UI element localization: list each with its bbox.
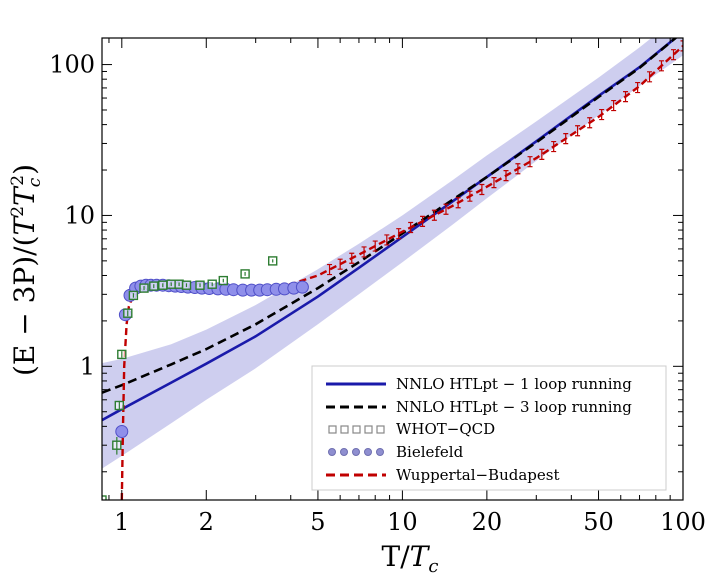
wb-error-bar bbox=[503, 170, 509, 182]
wb-error-bar bbox=[349, 252, 355, 264]
wb-error-bar bbox=[396, 228, 402, 240]
x-tick-label: 100 bbox=[660, 508, 706, 536]
legend-swatch-bielefeld bbox=[352, 448, 360, 456]
wb-error-bar bbox=[563, 132, 569, 145]
x-tick-label: 2 bbox=[199, 508, 214, 536]
legend-swatch-whot-qcd bbox=[328, 425, 337, 434]
y-axis-title: (E − 3P)/(T2Tc2) bbox=[8, 164, 45, 376]
marker-layer bbox=[102, 40, 683, 500]
legend-label: WHOT−QCD bbox=[396, 420, 495, 438]
wb-error-bar bbox=[372, 240, 378, 252]
legend-swatch-whot-qcd bbox=[352, 425, 361, 434]
legend-swatch-bielefeld bbox=[376, 448, 384, 456]
legend-swatch-bielefeld bbox=[340, 448, 348, 456]
wb-error-bar bbox=[658, 60, 664, 72]
series-htlpt-3loop bbox=[102, 38, 678, 394]
wb-error-bar bbox=[635, 81, 641, 94]
wb-error-bar bbox=[587, 117, 593, 129]
tick-layer: 1 2 5 10 20 50 100 1 10 100 bbox=[49, 38, 706, 536]
wb-error-bar bbox=[647, 71, 653, 83]
x-axis-title: T/Tc bbox=[382, 540, 439, 577]
wb-error-bar bbox=[599, 108, 605, 121]
bielefeld-point bbox=[295, 280, 309, 294]
wb-error-bar bbox=[575, 125, 581, 137]
wb-error-bar bbox=[384, 234, 390, 246]
wb-error-bar bbox=[479, 183, 485, 196]
y-tick-label: 10 bbox=[64, 201, 95, 229]
legend-swatch-bielefeld bbox=[364, 448, 372, 456]
wb-error-bar bbox=[539, 148, 545, 160]
whot-qcd-point bbox=[102, 495, 107, 500]
wb-error-bar bbox=[467, 190, 473, 202]
wb-error-bar bbox=[623, 91, 629, 103]
bielefeld-point bbox=[115, 425, 129, 438]
wb-error-bar bbox=[515, 163, 521, 175]
x-tick-label: 10 bbox=[387, 508, 418, 536]
x-tick-label: 5 bbox=[310, 508, 325, 536]
legend-label: Wuppertal−Budapest bbox=[396, 466, 560, 484]
wb-error-bar bbox=[551, 140, 557, 153]
band-layer bbox=[102, 38, 683, 469]
wb-error-bar bbox=[361, 246, 367, 258]
legend-label: NNLO HTLpt − 1 loop running bbox=[396, 375, 632, 393]
legend-swatch-bielefeld bbox=[328, 448, 336, 456]
legend-swatch-whot-qcd bbox=[364, 425, 373, 434]
legend-label: NNLO HTLpt − 3 loop running bbox=[396, 398, 632, 416]
uncertainty-band bbox=[102, 38, 683, 469]
wb-error-bar bbox=[443, 203, 449, 215]
legend-swatch-whot-qcd bbox=[340, 425, 349, 434]
plot-frame bbox=[101, 37, 684, 501]
x-tick-label: 1 bbox=[114, 508, 129, 536]
wb-error-bar bbox=[408, 221, 414, 234]
wb-error-bar bbox=[337, 258, 343, 270]
wb-error-bar bbox=[431, 209, 437, 221]
legend-label: Bielefeld bbox=[396, 443, 464, 461]
y-tick-label: 100 bbox=[49, 51, 95, 79]
x-tick-label: 50 bbox=[583, 508, 614, 536]
wb-error-bar bbox=[611, 99, 617, 112]
legend-swatch-whot-qcd bbox=[376, 425, 385, 434]
wb-error-bar bbox=[491, 177, 497, 189]
wb-error-bar bbox=[670, 49, 676, 61]
legend: NNLO HTLpt − 1 loop running NNLO HTLpt − … bbox=[311, 365, 667, 491]
y-tick-label: 1 bbox=[80, 352, 95, 380]
wb-error-bar bbox=[455, 197, 461, 209]
x-tick-label: 20 bbox=[472, 508, 503, 536]
wb-error-bar bbox=[420, 215, 426, 227]
wb-error-bar bbox=[327, 263, 333, 276]
wb-error-bar bbox=[680, 40, 683, 52]
wb-error-bar bbox=[527, 156, 533, 168]
